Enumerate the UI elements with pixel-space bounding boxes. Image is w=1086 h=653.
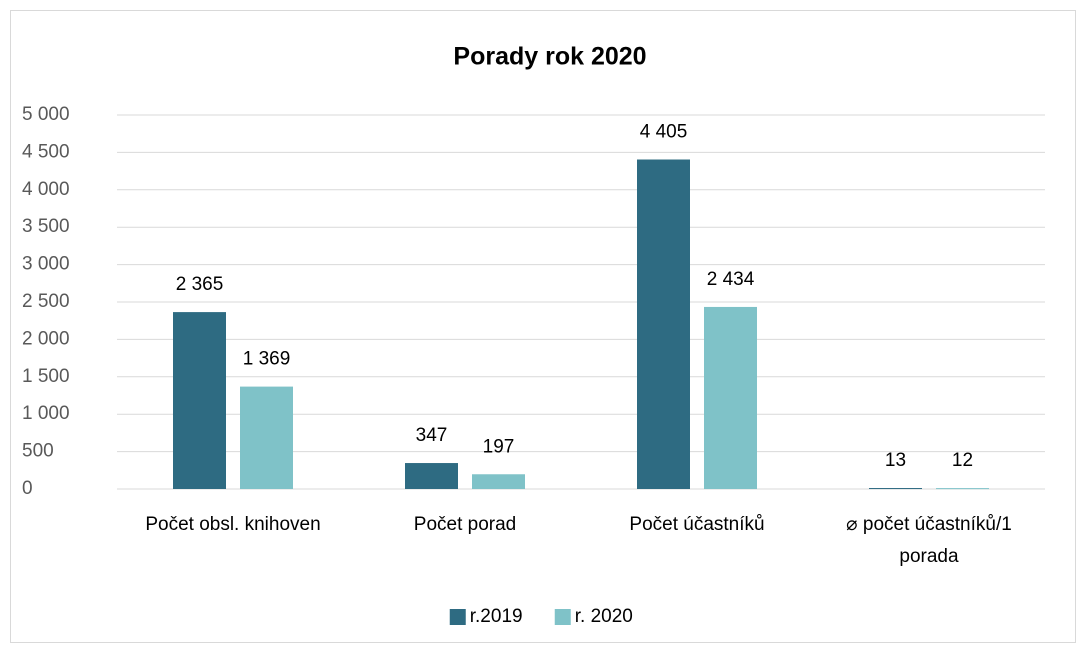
data-label: 12 bbox=[952, 450, 973, 471]
bar bbox=[240, 386, 293, 489]
y-tick-label: 500 bbox=[22, 441, 54, 462]
y-tick-label: 2 000 bbox=[22, 328, 70, 349]
x-tick-label: ⌀ počet účastníků/1 porada bbox=[846, 514, 1012, 567]
bar bbox=[637, 159, 690, 490]
y-tick-label: 0 bbox=[22, 478, 33, 499]
legend-label: r.2019 bbox=[470, 606, 523, 627]
y-tick-label: 4 000 bbox=[22, 179, 70, 200]
y-tick-label: 1 500 bbox=[22, 366, 70, 387]
data-label: 2 365 bbox=[176, 274, 224, 295]
x-tick-label: Počet účastníků bbox=[629, 514, 765, 535]
data-label: 2 434 bbox=[707, 269, 755, 290]
y-tick-label: 3 500 bbox=[22, 216, 70, 237]
bar bbox=[704, 306, 757, 489]
legend-label: r. 2020 bbox=[575, 606, 633, 627]
bar bbox=[869, 488, 922, 490]
y-tick-label: 4 500 bbox=[22, 141, 70, 162]
data-label: 4 405 bbox=[640, 122, 688, 143]
x-tick-label: Počet porad bbox=[413, 514, 517, 535]
x-tick-label: Počet obsl. knihoven bbox=[145, 514, 321, 535]
chart-title: Porady rok 2020 bbox=[453, 43, 646, 71]
data-label: 197 bbox=[483, 436, 515, 457]
legend-swatch bbox=[554, 609, 571, 625]
legend-swatch bbox=[449, 609, 466, 625]
data-label: 347 bbox=[416, 425, 448, 446]
data-label: 13 bbox=[885, 450, 906, 471]
y-tick-label: 5 000 bbox=[22, 104, 70, 125]
bar bbox=[472, 474, 525, 489]
bar bbox=[405, 463, 458, 489]
bar bbox=[173, 312, 226, 489]
y-tick-label: 3 000 bbox=[22, 254, 70, 275]
bar bbox=[936, 488, 989, 490]
data-label: 1 369 bbox=[243, 349, 291, 370]
y-tick-label: 2 500 bbox=[22, 291, 70, 312]
y-tick-label: 1 000 bbox=[22, 403, 70, 424]
